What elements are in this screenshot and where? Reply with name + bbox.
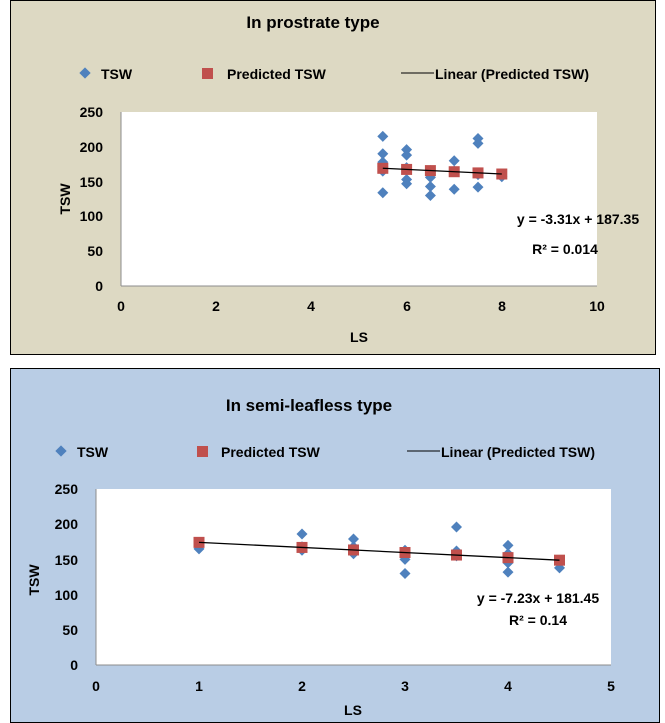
y-ticks: 0 50 100 150 200 250 — [55, 481, 79, 673]
x-tick-label: 10 — [589, 298, 605, 314]
chart-title: In prostrate type — [246, 13, 379, 32]
x-tick-label: 5 — [607, 678, 615, 694]
trendline-r2: R² = 0.014 — [532, 241, 598, 257]
tsw-point — [448, 183, 460, 195]
chart-svg-semi-leafless: In semi-leafless type TSW Predicted TSW … — [11, 369, 659, 722]
data-marks — [377, 130, 508, 202]
x-tick-label: 1 — [195, 678, 203, 694]
y-tick-label: 0 — [70, 657, 78, 673]
legend-tsw-marker — [55, 445, 67, 457]
plot-area — [121, 112, 597, 286]
y-tick-label: 200 — [80, 139, 104, 155]
x-tick-label: 0 — [117, 298, 125, 314]
legend: TSW Predicted TSW Linear (Predicted TSW) — [79, 66, 589, 82]
y-tick-label: 100 — [55, 587, 79, 603]
y-tick-label: 50 — [87, 243, 103, 259]
legend-trend-label: Linear (Predicted TSW) — [441, 444, 595, 460]
x-axis-title: LS — [350, 329, 368, 345]
trendline-equation: y = -3.31x + 187.35 — [517, 211, 639, 227]
trendline — [198, 541, 560, 561]
tsw-point — [424, 190, 436, 202]
data-marks — [193, 521, 565, 579]
x-axis-title: LS — [344, 702, 362, 718]
y-tick-label: 0 — [95, 278, 103, 294]
legend: TSW Predicted TSW Linear (Predicted TSW) — [55, 444, 595, 460]
tsw-point — [377, 130, 389, 142]
x-tick-label: 3 — [401, 678, 409, 694]
x-tick-label: 4 — [307, 298, 315, 314]
legend-tsw-label: TSW — [77, 444, 109, 460]
tsw-point — [377, 148, 389, 160]
chart-panel-semi-leafless: In semi-leafless type TSW Predicted TSW … — [10, 368, 660, 723]
tsw-point — [472, 137, 484, 149]
y-ticks: 0 50 100 150 200 250 — [80, 104, 104, 294]
trendline — [382, 167, 502, 175]
trendline-equation: y = -7.23x + 181.45 — [477, 590, 599, 606]
chart-svg-prostrate: In prostrate type TSW Predicted TSW Line… — [11, 1, 655, 354]
tsw-point — [401, 144, 413, 156]
tsw-point — [399, 567, 411, 579]
predicted-tsw-point — [554, 554, 565, 566]
chart-title: In semi-leafless type — [226, 396, 392, 415]
y-axis-title: TSW — [26, 564, 42, 596]
tsw-point — [296, 528, 308, 540]
legend-predicted-label: Predicted TSW — [227, 66, 327, 82]
y-tick-label: 150 — [55, 552, 79, 568]
legend-trend-label: Linear (Predicted TSW) — [435, 66, 589, 82]
tsw-point — [377, 187, 389, 199]
tsw-point — [451, 521, 462, 533]
x-ticks: 0 1 2 3 4 5 — [92, 678, 615, 694]
x-tick-label: 2 — [212, 298, 220, 314]
y-tick-label: 200 — [55, 516, 79, 532]
trendline-r2: R² = 0.14 — [509, 612, 567, 628]
y-tick-label: 250 — [55, 481, 79, 497]
y-tick-label: 50 — [62, 622, 78, 638]
tsw-point — [472, 181, 484, 193]
tsw-point — [401, 149, 413, 161]
y-tick-label: 100 — [80, 208, 104, 224]
tsw-point — [502, 539, 514, 551]
y-tick-label: 150 — [80, 174, 104, 190]
chart-panel-prostrate: In prostrate type TSW Predicted TSW Line… — [10, 0, 656, 355]
y-axis-title: TSW — [57, 183, 73, 215]
x-tick-label: 2 — [298, 678, 306, 694]
y-tick-label: 250 — [80, 104, 104, 120]
x-tick-label: 0 — [92, 678, 100, 694]
tsw-point — [502, 566, 514, 578]
x-tick-label: 6 — [403, 298, 411, 314]
plot-area — [96, 489, 611, 665]
legend-predicted-marker — [197, 446, 208, 457]
tsw-point — [401, 178, 413, 190]
tsw-point — [348, 533, 359, 545]
x-tick-label: 8 — [498, 298, 506, 314]
x-ticks: 0 2 4 6 8 10 — [117, 298, 605, 314]
legend-predicted-marker — [202, 68, 213, 79]
legend-tsw-label: TSW — [101, 66, 133, 82]
tsw-point — [448, 155, 460, 167]
tsw-point — [424, 180, 436, 192]
legend-predicted-label: Predicted TSW — [221, 444, 321, 460]
x-tick-label: 4 — [504, 678, 512, 694]
